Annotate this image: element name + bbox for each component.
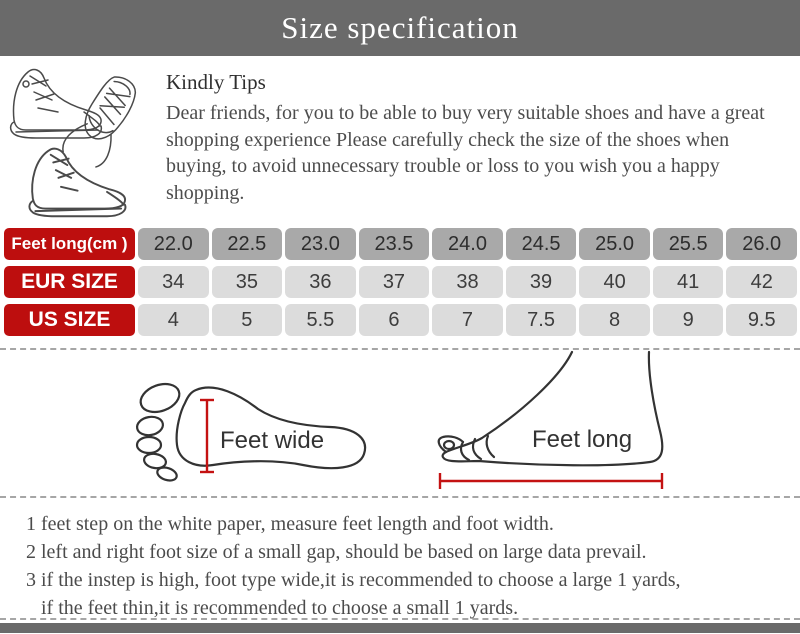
foot-width-icon: Feet wide xyxy=(135,382,367,482)
feet-wide-label: Feet wide xyxy=(220,427,324,454)
table-cell: 39 xyxy=(505,266,577,298)
feet-long-label: Feet long xyxy=(532,426,632,453)
table-cell: 24.5 xyxy=(505,228,577,260)
tips-text-block: Kindly Tips Dear friends, for you to be … xyxy=(162,56,800,220)
table-cell: 23.5 xyxy=(358,228,430,260)
instructions-section: 1 feet step on the white paper, measure … xyxy=(0,498,800,619)
instruction-line-3: 3 if the instep is high, foot type wide,… xyxy=(26,569,681,591)
feet-long-measure-line xyxy=(438,473,664,489)
table-cell: 23.0 xyxy=(285,228,356,260)
measurement-diagrams-section: Feet wide Feet long xyxy=(0,348,800,498)
table-cell: 7.5 xyxy=(505,304,577,336)
footer-bar xyxy=(0,623,800,633)
table-cell: 24.0 xyxy=(432,228,503,260)
table-cell: 35 xyxy=(211,266,283,298)
sneakers-illustration xyxy=(0,56,162,220)
table-cell: 25.0 xyxy=(579,228,650,260)
page-title: Size specification xyxy=(281,10,519,45)
sneaker-front-view xyxy=(62,76,137,168)
row-label-eur-size: EUR SIZE xyxy=(4,266,135,298)
table-cell: 5.5 xyxy=(285,304,356,336)
side-foot-diagram: Feet long xyxy=(400,350,800,496)
table-cell: 6 xyxy=(358,304,430,336)
instruction-line-1: 1 feet step on the white paper, measure … xyxy=(26,513,554,535)
table-cell: 38 xyxy=(432,266,503,298)
sneakers-icon xyxy=(9,68,137,218)
header-bar: Size specification xyxy=(0,0,800,56)
table-cell: 42 xyxy=(726,266,797,298)
table-cell: 8 xyxy=(579,304,650,336)
dashed-divider xyxy=(0,618,800,620)
table-cell: 26.0 xyxy=(726,228,797,260)
table-cell: 22.5 xyxy=(211,228,283,260)
instruction-line-3-continued: if the feet thin,it is recommended to ch… xyxy=(41,597,519,619)
table-cell: 9.5 xyxy=(726,304,797,336)
table-cell: 34 xyxy=(138,266,209,298)
sneaker-side-view-large xyxy=(28,147,127,218)
table-cell: 41 xyxy=(652,266,724,298)
table-cell: 5 xyxy=(211,304,283,336)
row-label-feet-long-cm: Feet long(cm ) xyxy=(4,228,135,260)
sneaker-side-view xyxy=(9,68,103,139)
footprint-diagram: Feet wide xyxy=(0,350,400,496)
table-cell: 7 xyxy=(432,304,503,336)
table-cell: 22.0 xyxy=(138,228,209,260)
tips-body: Dear friends, for you to be able to buy … xyxy=(166,102,765,204)
tips-heading: Kindly Tips xyxy=(166,70,266,94)
instruction-line-2: 2 left and right foot size of a small ga… xyxy=(26,541,647,563)
feet-wide-measure-line xyxy=(200,398,214,474)
table-cell: 25.5 xyxy=(652,228,724,260)
table-cell: 40 xyxy=(579,266,650,298)
table-cell: 9 xyxy=(652,304,724,336)
size-table: Feet long(cm ) 22.0 22.5 23.0 23.5 24.0 … xyxy=(0,220,800,342)
kindly-tips-section: Kindly Tips Dear friends, for you to be … xyxy=(0,56,800,220)
table-cell: 4 xyxy=(138,304,209,336)
table-cell: 37 xyxy=(358,266,430,298)
table-cell: 36 xyxy=(285,266,356,298)
foot-length-icon: Feet long xyxy=(437,350,664,489)
row-label-us-size: US SIZE xyxy=(4,304,135,336)
